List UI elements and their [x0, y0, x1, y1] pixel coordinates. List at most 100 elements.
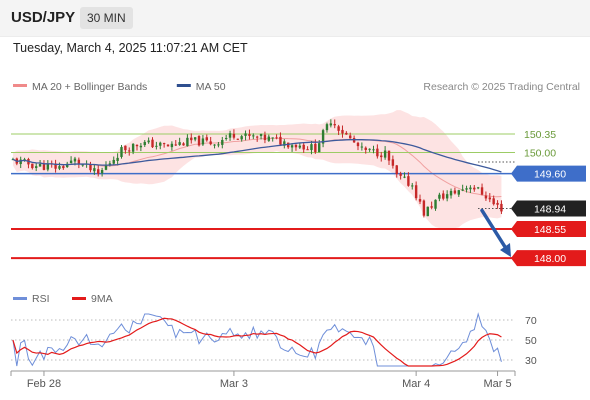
- candle-body: [143, 141, 146, 146]
- candle-body: [248, 134, 251, 136]
- timeframe-badge[interactable]: 30 MIN: [80, 7, 133, 29]
- target-label-150.35: 150.35: [524, 129, 556, 141]
- candle-body: [496, 202, 499, 205]
- candle-body: [469, 187, 472, 190]
- candle-body: [186, 137, 189, 147]
- candle-body: [279, 136, 282, 145]
- candle-body: [349, 135, 352, 139]
- candle-body: [461, 189, 464, 191]
- candle-body: [318, 143, 321, 153]
- candle-body: [100, 170, 104, 174]
- support-label-148.55: 148.55: [534, 224, 566, 236]
- x-tick-label: Mar 5: [483, 378, 511, 390]
- candle-body: [376, 148, 379, 157]
- rsi-legend-label-0: RSI: [32, 293, 50, 305]
- ma50-line: [12, 139, 502, 173]
- candle-body: [73, 158, 77, 162]
- candle-body: [124, 145, 127, 151]
- legend-swatch-1: [176, 84, 191, 87]
- candle-body: [430, 206, 433, 208]
- candle-body: [252, 135, 255, 137]
- candle-body: [182, 143, 185, 146]
- candle-body: [306, 149, 309, 151]
- candle-body: [263, 134, 267, 141]
- candle-body: [290, 145, 294, 148]
- candle-body: [337, 126, 340, 131]
- candle-body: [89, 164, 92, 171]
- candle-body: [426, 206, 429, 217]
- candle-body: [407, 176, 410, 186]
- candle-body: [221, 139, 224, 145]
- candle-body: [488, 197, 492, 200]
- candle-body: [255, 136, 259, 138]
- candle-body: [42, 164, 46, 170]
- support-tag-148.55: [511, 221, 586, 238]
- candle-body: [31, 163, 34, 169]
- candle-body: [372, 149, 375, 151]
- candle-body: [302, 144, 305, 150]
- candle-body: [298, 145, 302, 148]
- candle-body: [484, 195, 488, 199]
- candle-body: [465, 188, 468, 190]
- current-price-label: 148.94: [534, 203, 566, 215]
- candle-body: [356, 142, 360, 147]
- rsi-level-label-70: 70: [525, 315, 537, 327]
- candle-body: [380, 155, 383, 158]
- candle-body: [360, 146, 364, 148]
- candle-body: [438, 194, 441, 199]
- candle-body: [228, 133, 232, 138]
- candle-body: [54, 163, 57, 169]
- candle-body: [244, 133, 247, 136]
- candle-body: [395, 165, 398, 175]
- rsi-legend-swatch-1: [72, 297, 86, 300]
- candle-body: [275, 137, 278, 139]
- rsi-level-label-50: 50: [525, 335, 537, 347]
- candle-body: [449, 190, 453, 196]
- current-price-tag: [511, 200, 586, 217]
- candle-body: [500, 203, 503, 212]
- candle-body: [190, 137, 193, 141]
- candle-body: [166, 144, 170, 147]
- candle-body: [271, 137, 274, 139]
- candle-body: [120, 146, 123, 157]
- candle-body: [97, 169, 100, 174]
- candle-body: [387, 150, 391, 161]
- candle-body: [62, 166, 65, 169]
- candle-body: [310, 144, 313, 151]
- x-tick-label: Mar 3: [220, 378, 248, 390]
- candle-body: [445, 194, 449, 199]
- legend-label-0: MA 20 + Bollinger Bands: [32, 81, 147, 93]
- candle-body: [411, 185, 414, 187]
- candle-body: [58, 166, 61, 169]
- candle-body: [209, 141, 212, 145]
- candle-body: [170, 143, 174, 148]
- candle-body: [232, 133, 236, 138]
- support-label-148.00: 148.00: [534, 253, 566, 265]
- candle-body: [333, 124, 336, 126]
- candle-body: [267, 136, 271, 141]
- timestamp: Tuesday, March 4, 2025 11:07:21 AM CET: [13, 41, 248, 55]
- candle-body: [159, 142, 162, 146]
- forecast-arrow-head: [500, 243, 511, 258]
- candle-body: [69, 160, 73, 164]
- candle-body: [139, 145, 143, 148]
- candle-body: [66, 163, 69, 168]
- header-bar: USD/JPY 30 MIN: [0, 0, 590, 37]
- candle-body: [131, 143, 135, 152]
- candle-body: [213, 144, 216, 146]
- candle-body: [422, 200, 426, 216]
- pivot-label: 149.60: [534, 169, 566, 181]
- candle-body: [174, 144, 177, 146]
- candle-body: [23, 159, 26, 161]
- candle-body: [19, 159, 22, 165]
- candle-body: [77, 159, 81, 165]
- symbol-title: USD/JPY: [11, 9, 76, 26]
- legend-swatch-0: [13, 84, 27, 87]
- candle-body: [224, 137, 228, 139]
- support-tag-148.00: [511, 250, 586, 267]
- candle-body: [93, 168, 96, 172]
- candle-body: [492, 198, 495, 205]
- candle-body: [403, 176, 406, 178]
